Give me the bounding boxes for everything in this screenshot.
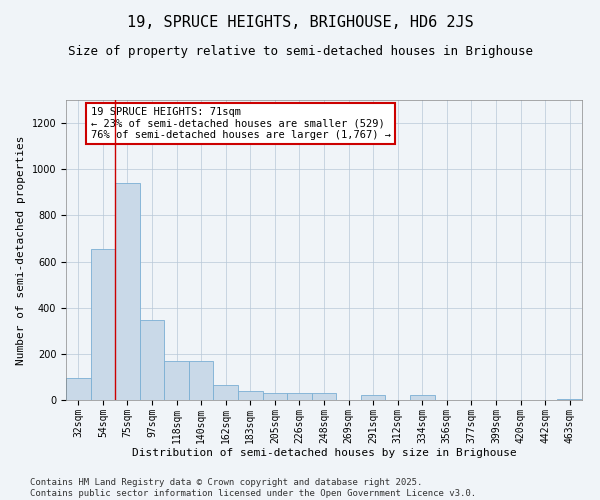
- Bar: [189, 361, 214, 400]
- Bar: [115, 183, 140, 400]
- Text: Size of property relative to semi-detached houses in Brighouse: Size of property relative to semi-detach…: [67, 45, 533, 58]
- Bar: [91, 249, 115, 400]
- Bar: [66, 378, 91, 400]
- Bar: [312, 393, 336, 400]
- Bar: [214, 385, 238, 400]
- Bar: [263, 393, 287, 400]
- Bar: [287, 393, 312, 400]
- Bar: [557, 399, 582, 400]
- Bar: [140, 320, 164, 400]
- Y-axis label: Number of semi-detached properties: Number of semi-detached properties: [16, 135, 26, 365]
- Text: 19, SPRUCE HEIGHTS, BRIGHOUSE, HD6 2JS: 19, SPRUCE HEIGHTS, BRIGHOUSE, HD6 2JS: [127, 15, 473, 30]
- Text: 19 SPRUCE HEIGHTS: 71sqm
← 23% of semi-detached houses are smaller (529)
76% of : 19 SPRUCE HEIGHTS: 71sqm ← 23% of semi-d…: [91, 107, 391, 140]
- Bar: [361, 396, 385, 400]
- Text: Contains HM Land Registry data © Crown copyright and database right 2025.
Contai: Contains HM Land Registry data © Crown c…: [30, 478, 476, 498]
- Bar: [410, 396, 434, 400]
- Bar: [164, 361, 189, 400]
- X-axis label: Distribution of semi-detached houses by size in Brighouse: Distribution of semi-detached houses by …: [131, 448, 517, 458]
- Bar: [238, 391, 263, 400]
